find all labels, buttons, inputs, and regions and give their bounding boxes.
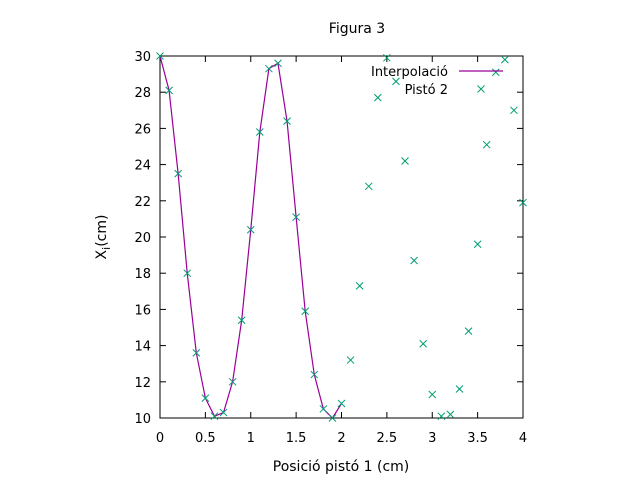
y-tick-label: 28	[134, 86, 151, 101]
y-axis-ticks: 10 12 14 16 18 20 22 24 26 28 30	[134, 50, 523, 427]
data-point	[246, 225, 255, 234]
data-point	[455, 385, 464, 393]
data-point	[319, 405, 328, 413]
x-tick-label: 4	[519, 431, 527, 446]
data-point	[219, 408, 228, 417]
data-point	[328, 414, 337, 422]
data-point	[473, 240, 482, 249]
data-point	[201, 394, 210, 402]
data-point	[464, 327, 473, 335]
data-point	[210, 412, 219, 421]
x-tick-label: 2.5	[377, 431, 398, 446]
data-point	[364, 182, 373, 191]
svg-text:Xi(cm): Xi(cm)	[94, 215, 113, 260]
data-point	[228, 377, 237, 386]
data-point	[510, 106, 518, 115]
series-interpolacio	[159, 55, 343, 419]
data-point	[410, 256, 418, 265]
data-point	[383, 53, 391, 62]
y-tick-label: 12	[134, 376, 151, 391]
legend-swatch-pisto-2	[477, 85, 485, 93]
legend-label-interpolacio: Interpolació	[371, 65, 448, 80]
data-point	[419, 339, 428, 348]
data-point	[355, 282, 364, 290]
data-point	[519, 198, 527, 207]
data-point	[192, 348, 201, 357]
data-point	[346, 356, 355, 364]
y-tick-label: 20	[134, 231, 151, 246]
data-point	[437, 412, 446, 421]
x-axis-label: Posició pistó 1 (cm)	[273, 459, 410, 475]
data-point	[500, 55, 509, 64]
data-point	[428, 390, 437, 399]
plot-frame	[159, 55, 524, 419]
y-tick-label: 30	[134, 50, 151, 65]
y-axis-label: Xi(cm)	[94, 215, 113, 260]
data-point	[283, 117, 291, 126]
data-point	[392, 77, 400, 86]
data-point	[401, 157, 409, 165]
data-point	[165, 86, 173, 95]
plot-area-border	[159, 55, 524, 419]
chart-title: Figura 3	[329, 21, 385, 37]
x-tick-label: 0.5	[195, 431, 216, 446]
data-point	[373, 93, 382, 102]
x-tick-label: 3	[428, 431, 436, 446]
legend-label-pisto-2: Pistó 2	[405, 83, 448, 98]
data-point	[446, 410, 455, 419]
data-point	[255, 128, 264, 136]
y-tick-label: 22	[134, 195, 151, 210]
data-point	[274, 59, 282, 68]
data-point	[491, 68, 500, 77]
data-point	[292, 213, 300, 221]
data-point	[265, 64, 273, 73]
x-tick-label: 1	[247, 431, 255, 446]
data-point	[482, 140, 491, 149]
data-point	[310, 370, 319, 379]
x-tick-label: 1.5	[286, 431, 307, 446]
y-tick-label: 26	[134, 122, 151, 137]
y-tick-label: 10	[134, 412, 151, 427]
data-point	[156, 52, 164, 60]
x-tick-label: 0	[156, 431, 164, 446]
y-tick-label: 16	[134, 303, 151, 318]
y-tick-label: 18	[134, 267, 151, 282]
data-point	[237, 316, 246, 325]
data-point	[183, 269, 192, 278]
y-axis-label-main: X	[94, 249, 110, 259]
x-tick-label: 2	[337, 431, 345, 446]
interpolacio-line	[159, 55, 343, 419]
y-axis-label-unit: (cm)	[94, 215, 110, 247]
x-axis-ticks: 0 0.5 1 1.5 2 2.5 3 3.5 4	[156, 56, 527, 446]
data-point	[301, 307, 310, 316]
data-point	[337, 399, 346, 408]
y-tick-label: 24	[134, 159, 151, 174]
y-axis-label-subscript: i	[100, 247, 113, 250]
series-pisto-2	[156, 52, 527, 422]
y-tick-label: 14	[134, 340, 151, 355]
legend: Interpolació Pistó 2	[371, 65, 503, 98]
x-tick-label: 3.5	[467, 431, 488, 446]
data-point	[174, 169, 183, 178]
